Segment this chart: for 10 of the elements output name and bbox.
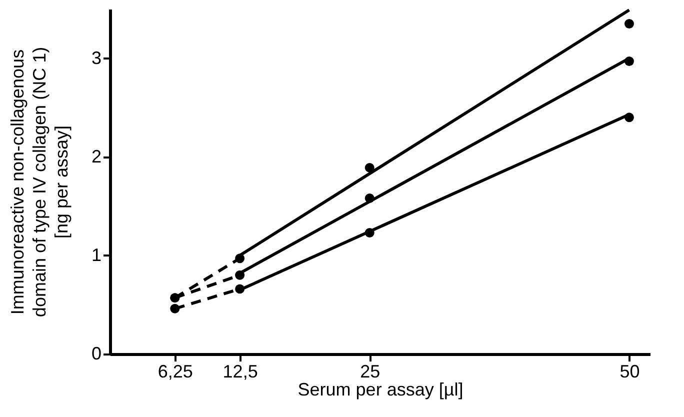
x-tick-label: 50 bbox=[620, 362, 640, 382]
y-tick-label: 1 bbox=[91, 244, 102, 265]
x-tick-label: 25 bbox=[360, 362, 380, 382]
x-axis-title: Serum per assay [µl] bbox=[298, 380, 464, 400]
y-tick-label: 3 bbox=[91, 48, 102, 68]
x-tick-label: 12,5 bbox=[222, 362, 258, 382]
y-axis-title: Immunoreactive non-collagenous domain of type IV collagen (NC 1) [ng per assay] bbox=[7, 46, 72, 318]
y-tick-label: 0 bbox=[91, 344, 102, 364]
x-tick-label: 6,25 bbox=[158, 362, 193, 382]
y-tick-label: 2 bbox=[91, 146, 102, 166]
